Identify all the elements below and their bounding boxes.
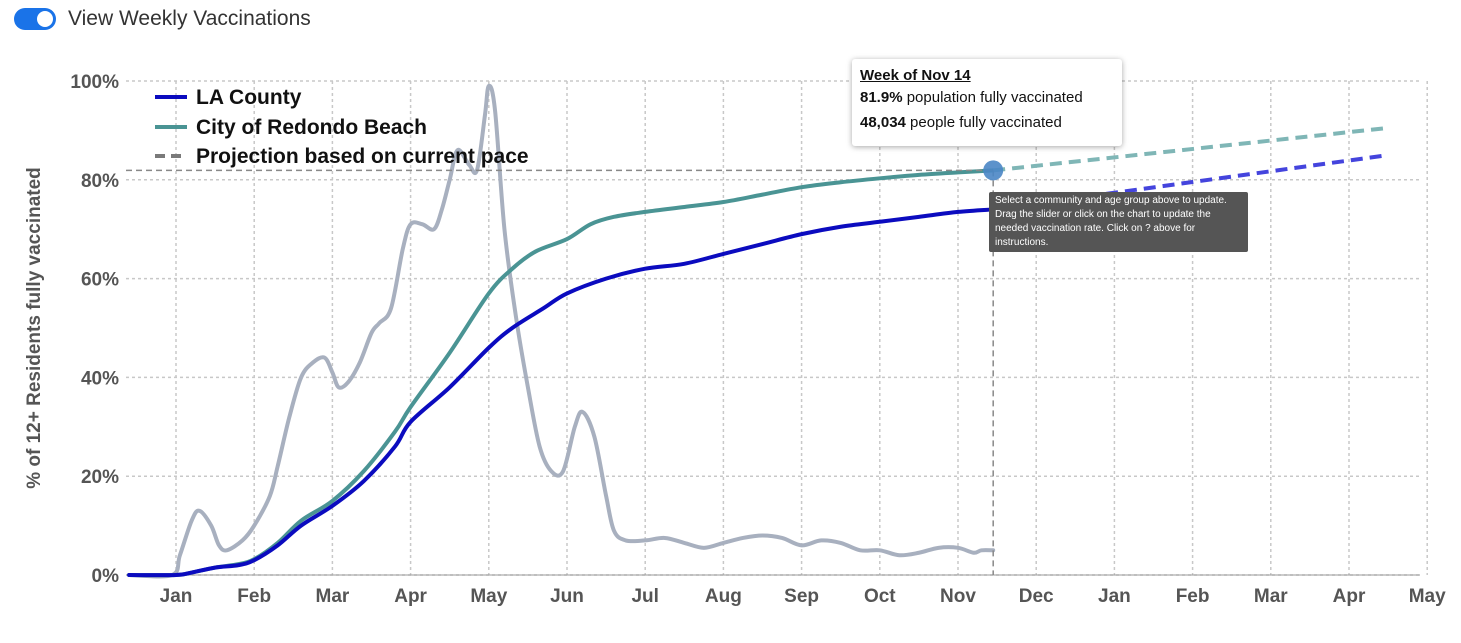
x-tick-label: Feb: [237, 586, 271, 607]
y-tick-label: 0%: [92, 566, 120, 587]
legend-label: LA County: [196, 86, 302, 109]
legend-label: City of Redondo Beach: [196, 116, 427, 139]
series-line-weekly: [127, 83, 996, 579]
weekly-toggle-row: View Weekly Vaccinations: [14, 4, 311, 34]
toggle-knob: [37, 11, 53, 27]
tooltip-people-text: people fully vaccinated: [905, 114, 1062, 131]
x-tick-label: Jul: [631, 586, 658, 607]
tooltip-line-people: 48,034 people fully vaccinated: [860, 110, 1114, 135]
x-tick-label: Jun: [550, 586, 584, 607]
instructions-tooltip: Select a community and age group above t…: [989, 192, 1248, 252]
series-line-la-county: [127, 207, 996, 578]
x-tick-label: Mar: [1254, 586, 1288, 607]
tooltip-percent: 81.9%: [860, 89, 903, 106]
y-axis-label: % of 12+ Residents fully vaccinated: [24, 167, 45, 489]
weekly-vaccinations-toggle[interactable]: [14, 8, 56, 30]
x-tick-label: Oct: [864, 586, 896, 607]
y-tick-label: 20%: [81, 467, 119, 488]
tooltip-line-population: 81.9% population fully vaccinated: [860, 85, 1114, 110]
tooltip-percent-text: population fully vaccinated: [902, 89, 1083, 106]
y-tick-label: 60%: [81, 270, 119, 291]
x-tick-label: Dec: [1019, 586, 1054, 607]
week-tooltip: Week of Nov 14 81.9% population fully va…: [852, 59, 1122, 146]
x-tick-label: Apr: [1333, 586, 1366, 607]
x-tick-label: May: [1409, 586, 1446, 607]
x-tick-label: Jan: [1098, 586, 1131, 607]
x-tick-label: Aug: [705, 586, 742, 607]
x-tick-label: Apr: [394, 586, 427, 607]
x-tick-label: Sep: [784, 586, 819, 607]
y-tick-label: 40%: [81, 368, 119, 389]
y-tick-label: 80%: [81, 171, 119, 192]
tooltip-title: Week of Nov 14: [860, 67, 971, 84]
x-tick-label: Feb: [1176, 586, 1210, 607]
legend-label: Projection based on current pace: [196, 145, 529, 168]
x-tick-label: Mar: [316, 586, 350, 607]
selected-week-marker: [983, 160, 1004, 181]
projection-line-proj-redondo: [992, 125, 1389, 173]
tooltip-people-count: 48,034: [860, 114, 906, 131]
toggle-label: View Weekly Vaccinations: [68, 7, 311, 30]
x-tick-label: Nov: [940, 586, 976, 607]
x-tick-label: Jan: [160, 586, 193, 607]
x-tick-label: May: [470, 586, 507, 607]
y-tick-label: 100%: [70, 72, 119, 93]
